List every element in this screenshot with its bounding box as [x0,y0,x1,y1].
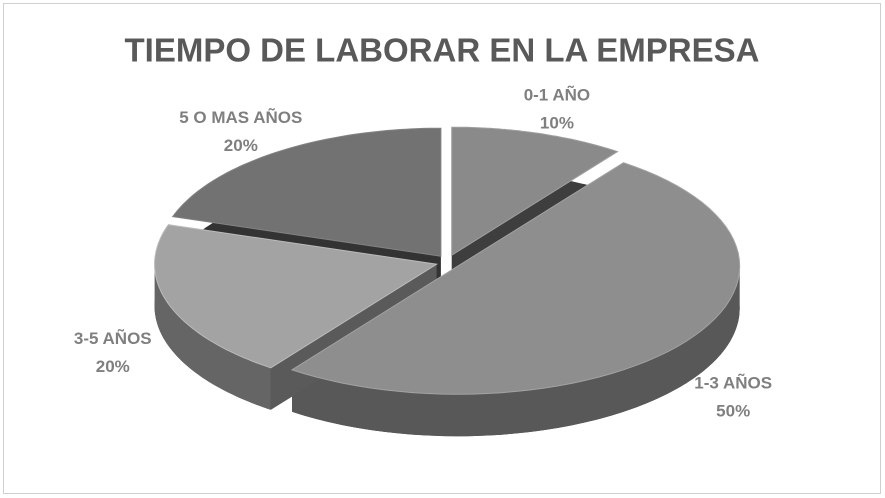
data-label-category: 0-1 AÑO [524,84,590,104]
slice-wall [154,264,271,410]
data-label-category: 3-5 AÑOS [74,328,152,348]
chart-title: TIEMPO DE LABORAR EN LA EMPRESA [125,32,760,69]
data-label-value: 10% [540,113,574,132]
slice [154,224,439,369]
data-label-value: 50% [716,402,750,421]
slice [451,126,619,257]
slice [290,162,741,395]
slice-wall [292,266,740,437]
data-label-category: 1-3 AÑOS [694,373,772,393]
slice [171,127,442,257]
data-label-category: 5 O MAS AÑOS [179,107,302,127]
data-label-value: 20% [96,357,130,376]
data-label-value: 20% [224,136,258,155]
